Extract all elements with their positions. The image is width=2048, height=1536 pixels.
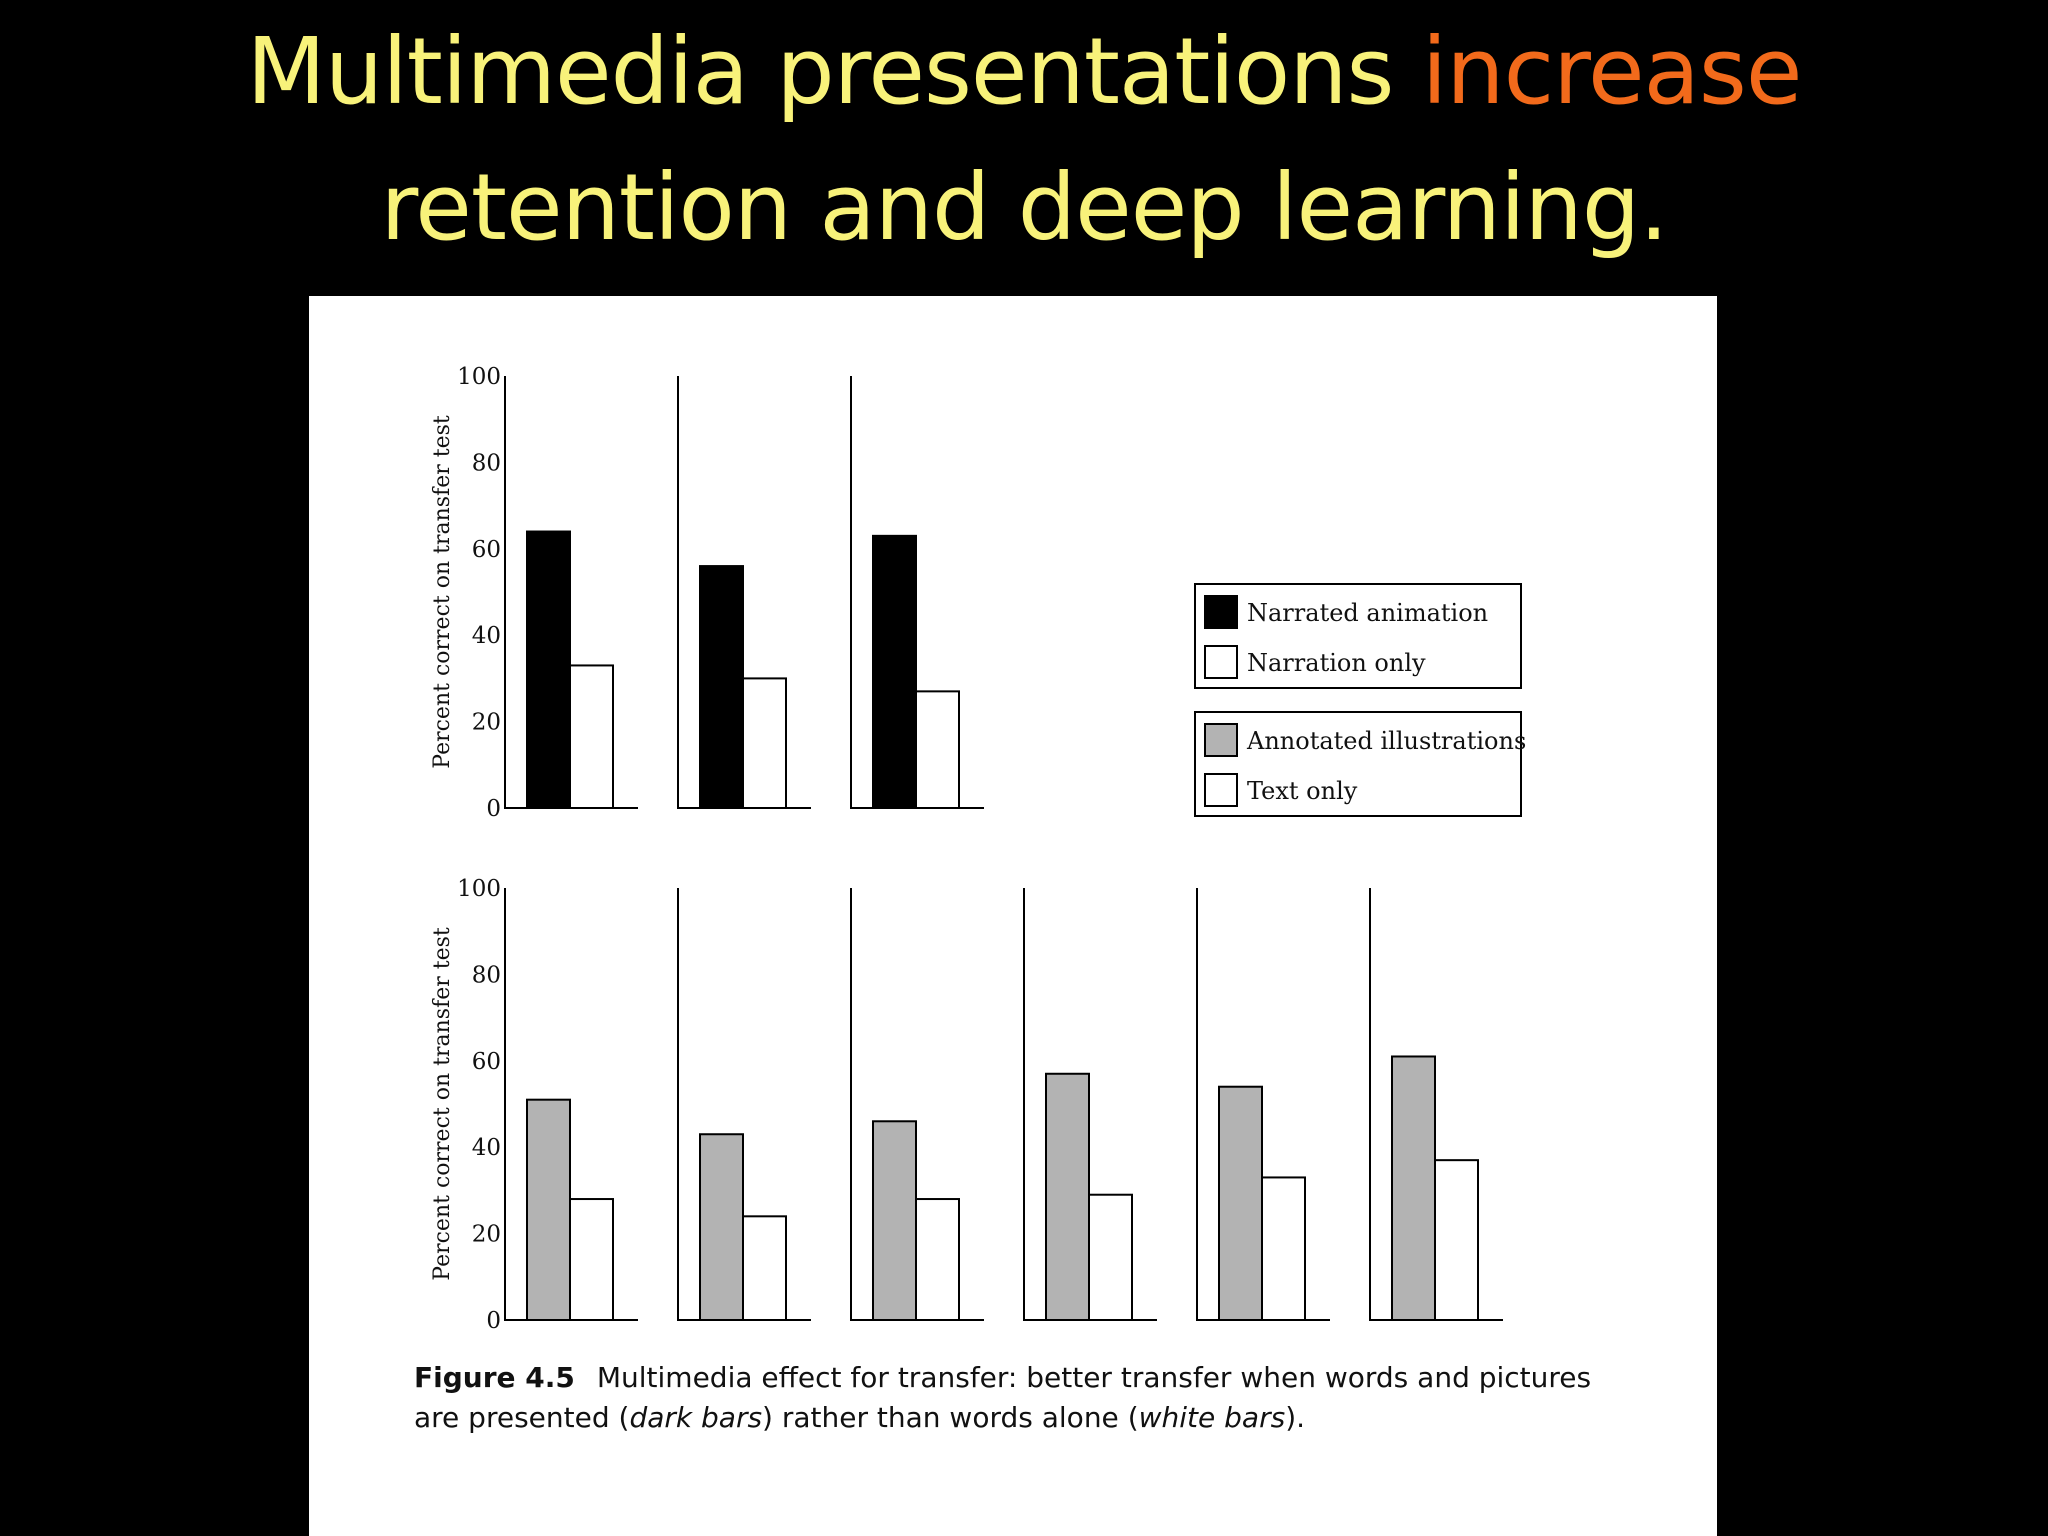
bar-text-only [1261, 1176, 1306, 1321]
figure-caption: Figure 4.5 Multimedia effect for transfer… [414, 1358, 1614, 1438]
legend-swatch [1204, 773, 1238, 807]
legend-box [1194, 583, 1522, 689]
y-tick-label: 80 [472, 450, 501, 476]
y-axis-label: Percent correct on transfer test [430, 415, 455, 769]
bar-text-only [1088, 1193, 1133, 1321]
legend-label: Annotated illustrations [1246, 727, 1526, 755]
bar-annotated-illustrations [1391, 1055, 1436, 1321]
slide-title-accent: increase [1421, 18, 1803, 125]
slide-title-line-2: retention and deep learning. [380, 154, 1669, 261]
y-tick-label: 20 [472, 710, 501, 736]
y-tick-label: 60 [472, 1049, 501, 1075]
y-tick-label: 20 [472, 1222, 501, 1248]
slide-title-text: Multimedia presentations [246, 18, 1395, 125]
y-tick-label: 40 [472, 623, 501, 649]
y-tick-label: 0 [486, 1308, 501, 1334]
legend-swatch [1204, 595, 1238, 629]
slide-title-line-1: Multimedia presentations increase [0, 4, 2048, 140]
y-tick-label: 80 [472, 962, 501, 988]
figure-number: Figure 4.5 [414, 1361, 575, 1394]
bar-annotated-illustrations [526, 1098, 571, 1321]
bar-narrated-animation [526, 530, 571, 810]
bar-text-only [1434, 1159, 1479, 1321]
bar-annotated-illustrations [872, 1120, 917, 1322]
bar-annotated-illustrations [699, 1133, 744, 1321]
y-axis-label: Percent correct on transfer test [430, 927, 455, 1281]
caption-text-2: ) rather than words alone ( [762, 1401, 1139, 1434]
bar-text-only [742, 1215, 787, 1322]
legend-swatch [1204, 645, 1238, 679]
bar-narration-only [569, 664, 614, 809]
caption-dark-bars: dark bars [629, 1401, 763, 1434]
legend-label: Text only [1247, 777, 1358, 805]
y-tick-label: 60 [472, 537, 501, 563]
bar-text-only [569, 1198, 614, 1321]
bar-annotated-illustrations [1045, 1072, 1090, 1322]
bar-narrated-animation [872, 534, 917, 809]
bar-narration-only [915, 690, 960, 809]
legend-swatch [1204, 723, 1238, 757]
slide-title: Multimedia presentations increase retent… [0, 4, 2048, 276]
caption-white-bars: white bars [1138, 1401, 1286, 1434]
bar-narration-only [742, 677, 787, 809]
legend-label: Narrated animation [1247, 599, 1488, 627]
legend-label: Narration only [1247, 649, 1426, 677]
figure-panel: Percent correct on transfer test 0 20 40 60 8… [309, 296, 1717, 1536]
bar-narrated-animation [699, 565, 744, 809]
caption-text-3: ). [1285, 1401, 1306, 1434]
y-tick-label: 100 [457, 876, 501, 902]
y-tick-label: 40 [472, 1135, 501, 1161]
bar-annotated-illustrations [1218, 1085, 1263, 1321]
bar-text-only [915, 1198, 960, 1321]
legend-box [1194, 711, 1522, 817]
y-tick-label: 0 [486, 796, 501, 822]
caption-text-1: Multimedia effect for transfer: better t… [414, 1361, 1592, 1434]
figure-chart: Percent correct on transfer test 0 20 40 60 8… [430, 364, 1526, 1334]
y-tick-label: 100 [457, 364, 501, 390]
